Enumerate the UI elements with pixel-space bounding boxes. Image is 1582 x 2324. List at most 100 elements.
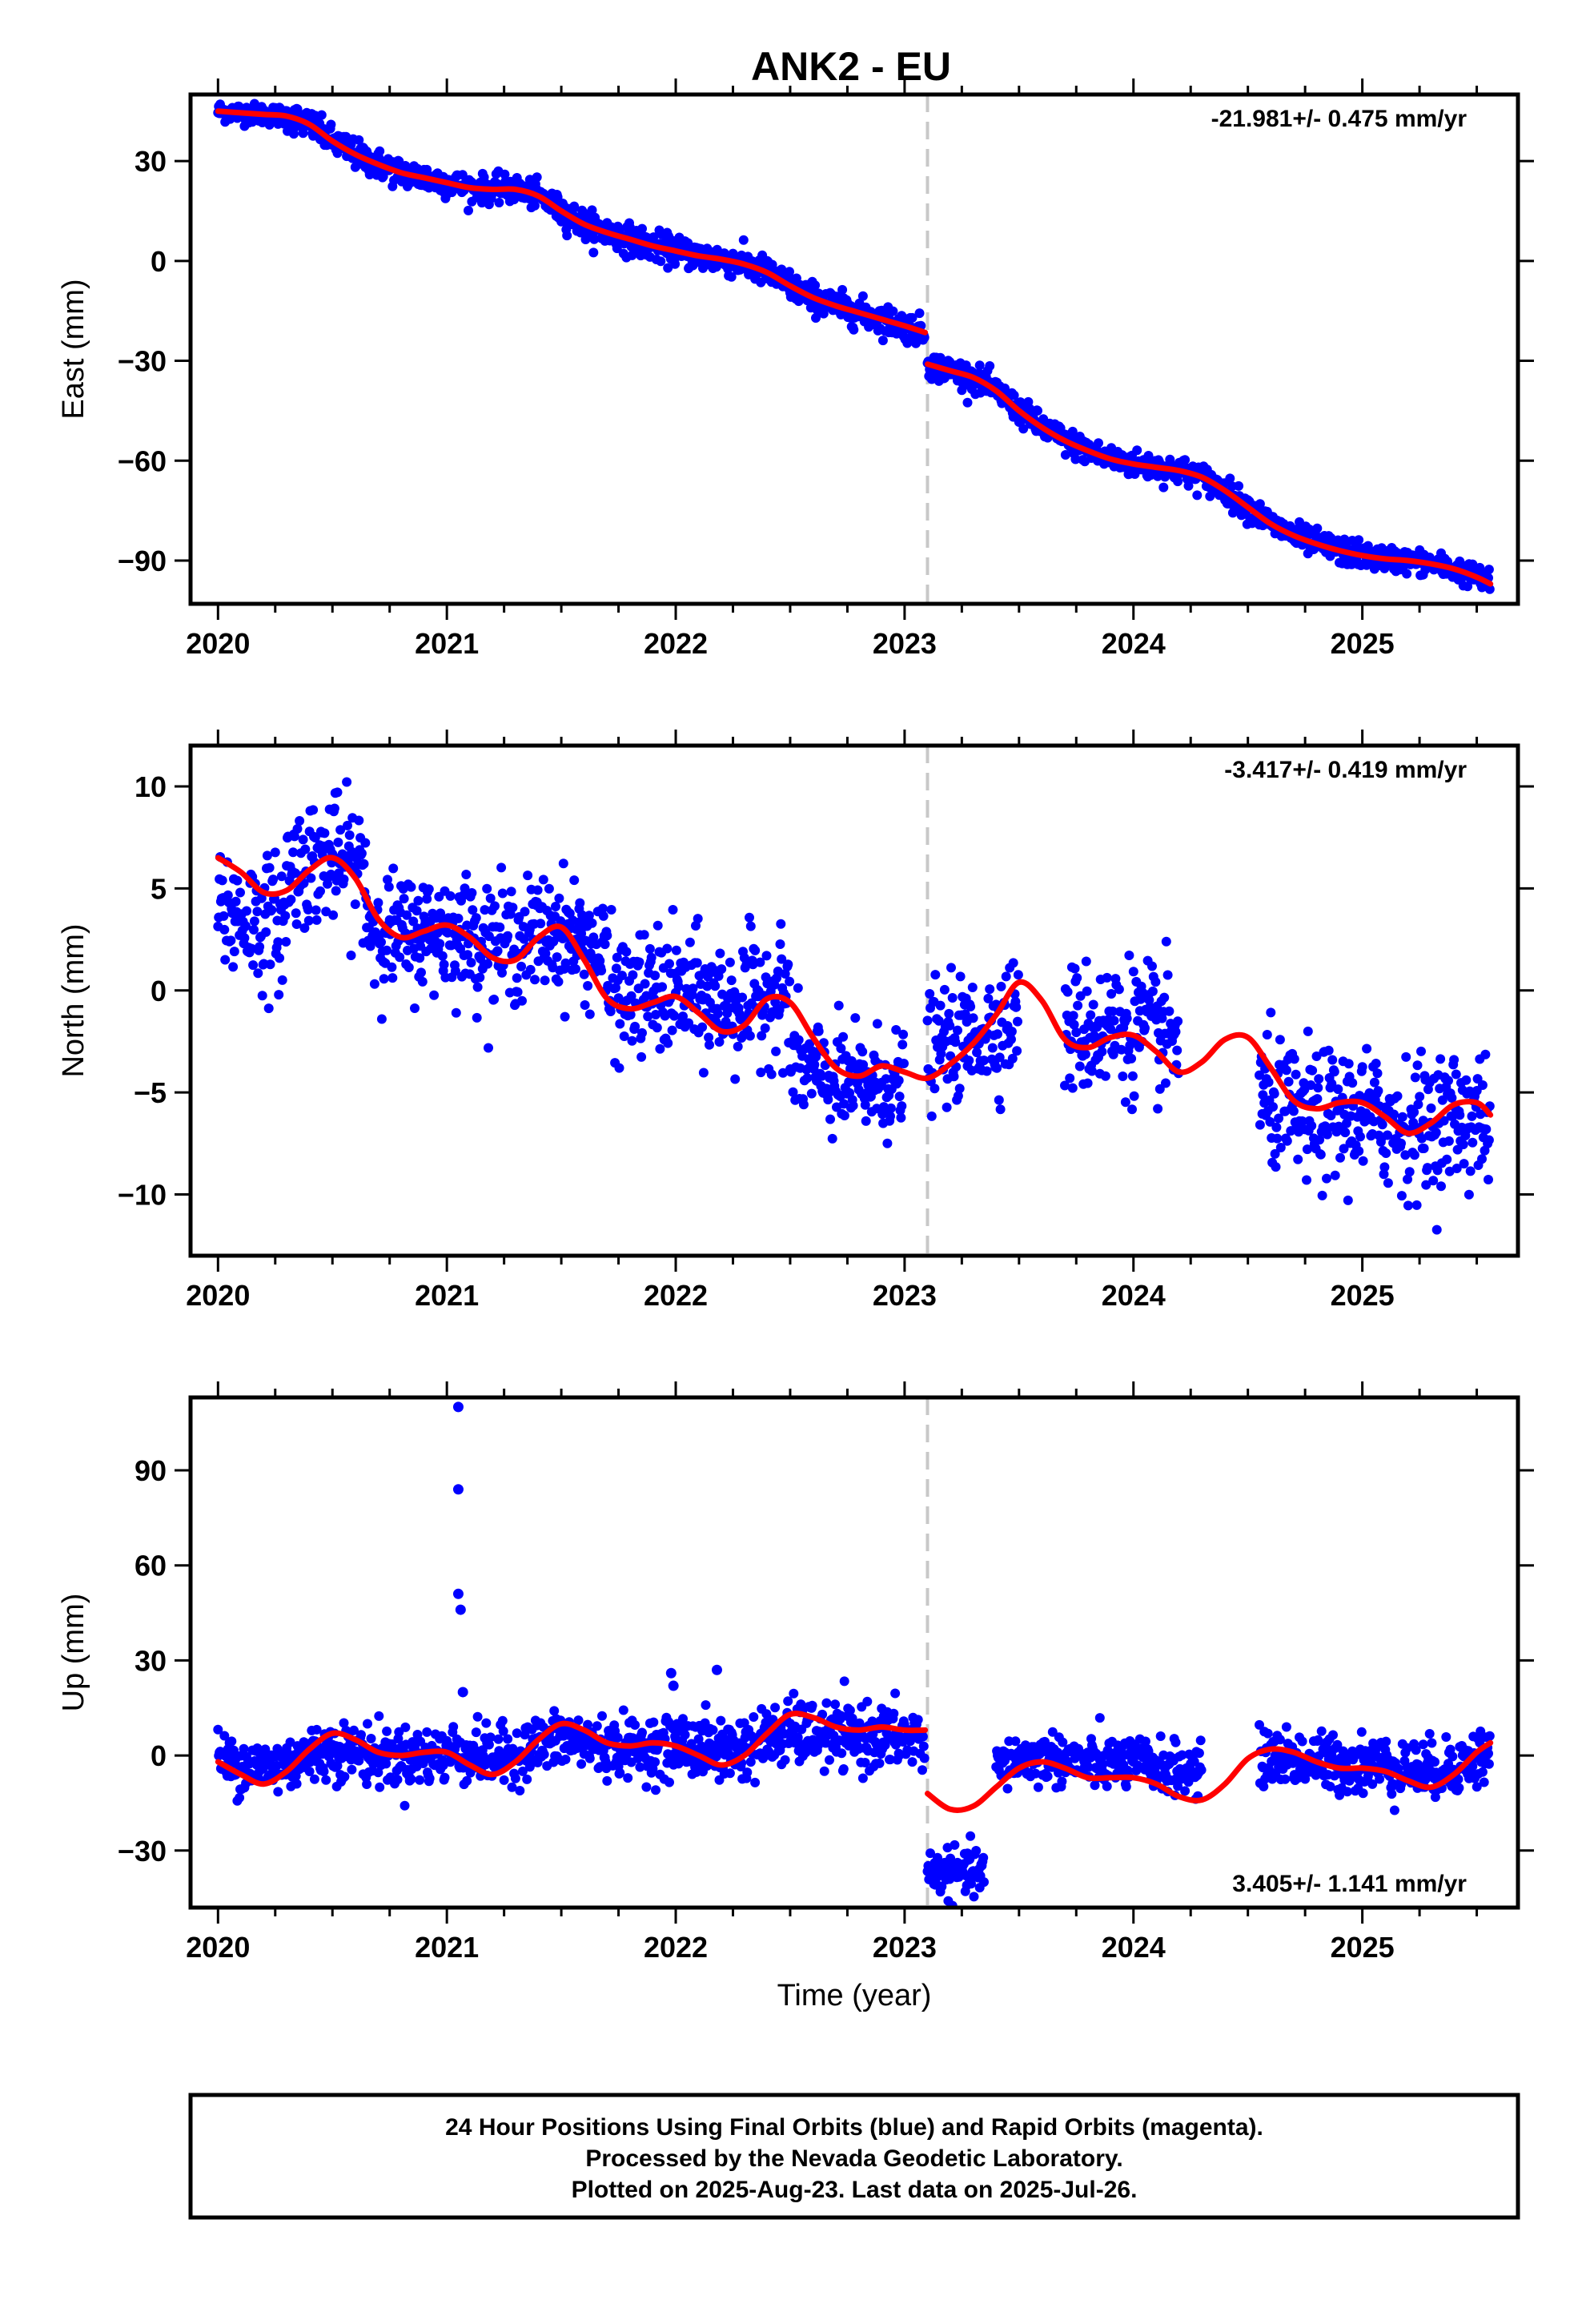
data-point: [937, 1881, 947, 1892]
data-point: [1467, 1111, 1477, 1121]
data-point: [935, 1000, 946, 1011]
data-point: [598, 911, 608, 921]
data-point: [495, 922, 505, 932]
data-point: [742, 1767, 753, 1778]
data-point: [294, 1745, 304, 1755]
data-point: [1154, 1084, 1165, 1094]
data-point: [1080, 1049, 1090, 1059]
data-point: [933, 1852, 942, 1863]
data-point: [288, 847, 299, 858]
data-point: [539, 1749, 549, 1759]
data-point: [329, 803, 339, 814]
data-point: [930, 1084, 940, 1094]
data-point: [1383, 1178, 1393, 1188]
data-point: [510, 1773, 520, 1783]
data-point: [303, 915, 314, 926]
data-point: [1158, 482, 1169, 493]
data-point: [885, 1755, 895, 1765]
data-point: [554, 893, 564, 903]
data-point: [399, 894, 409, 904]
data-point: [303, 904, 313, 915]
data-point: [1150, 977, 1161, 987]
data-point: [1098, 1759, 1108, 1770]
data-point: [261, 927, 271, 937]
data-point: [503, 1734, 513, 1744]
data-point: [480, 905, 490, 915]
data-point: [1007, 1053, 1018, 1063]
data-point: [512, 987, 523, 997]
data-point: [506, 887, 516, 897]
data-point: [628, 970, 638, 980]
data-point: [1379, 1162, 1390, 1172]
data-point: [888, 306, 898, 316]
data-point: [917, 1731, 928, 1742]
data-point: [333, 837, 343, 847]
data-point: [573, 1715, 584, 1726]
data-point: [289, 129, 299, 139]
data-point: [418, 1759, 428, 1768]
data-points: [213, 777, 1495, 1235]
data-point: [637, 223, 647, 234]
x-tick-label: 2022: [644, 627, 708, 660]
data-point: [1122, 1013, 1132, 1023]
data-point: [1129, 1091, 1139, 1101]
data-point: [733, 1041, 743, 1051]
data-point: [1082, 1078, 1093, 1088]
data-point: [373, 1767, 383, 1778]
data-point: [300, 844, 311, 854]
data-point: [1094, 438, 1103, 448]
data-point: [704, 1032, 714, 1043]
data-point: [606, 905, 616, 915]
data-point: [1307, 1120, 1317, 1131]
data-point: [1357, 1062, 1367, 1072]
data-point: [562, 231, 572, 241]
data-point: [821, 1738, 831, 1748]
data-point: [512, 1728, 522, 1739]
data-point: [339, 1771, 350, 1782]
data-point: [917, 1765, 927, 1775]
data-point: [823, 1095, 833, 1105]
data-point: [392, 1775, 403, 1785]
data-point: [665, 959, 674, 969]
data-point: [1323, 1045, 1334, 1055]
data-point: [634, 957, 644, 967]
east-panel: 2020 2021 2022 2023 2024 2025300−30−60−90East…: [57, 78, 1534, 660]
data-point: [1396, 1191, 1407, 1201]
data-point: [1012, 1046, 1022, 1056]
data-point: [1423, 1163, 1432, 1173]
data-point: [783, 1696, 793, 1707]
data-point: [730, 1074, 741, 1084]
plot-area: [191, 1397, 1518, 1908]
data-point: [867, 1716, 877, 1727]
data-point: [934, 1015, 944, 1026]
data-point: [490, 901, 500, 911]
data-point: [1180, 1786, 1191, 1796]
data-point: [387, 962, 397, 972]
data-point: [874, 1758, 885, 1768]
data-point: [982, 1066, 992, 1076]
data-point: [713, 1008, 723, 1019]
data-point: [308, 805, 319, 815]
data-point: [1347, 1078, 1358, 1088]
data-point: [248, 960, 259, 971]
data-point: [1484, 584, 1495, 594]
data-point: [611, 963, 621, 974]
data-point: [375, 146, 385, 156]
data-point: [381, 1759, 391, 1769]
data-point: [1369, 1077, 1379, 1088]
data-point: [316, 110, 327, 120]
data-point: [1183, 480, 1194, 491]
data-point: [507, 1782, 517, 1792]
data-point: [1053, 1747, 1063, 1758]
data-point: [395, 952, 405, 963]
data-point: [239, 1743, 249, 1754]
data-point: [833, 1000, 844, 1011]
data-point: [692, 958, 702, 968]
data-point: [617, 971, 627, 981]
data-point: [1127, 1104, 1137, 1115]
data-point: [969, 1892, 979, 1902]
data-point: [223, 890, 233, 900]
data-point: [1155, 1731, 1166, 1741]
data-point: [1173, 1016, 1183, 1027]
